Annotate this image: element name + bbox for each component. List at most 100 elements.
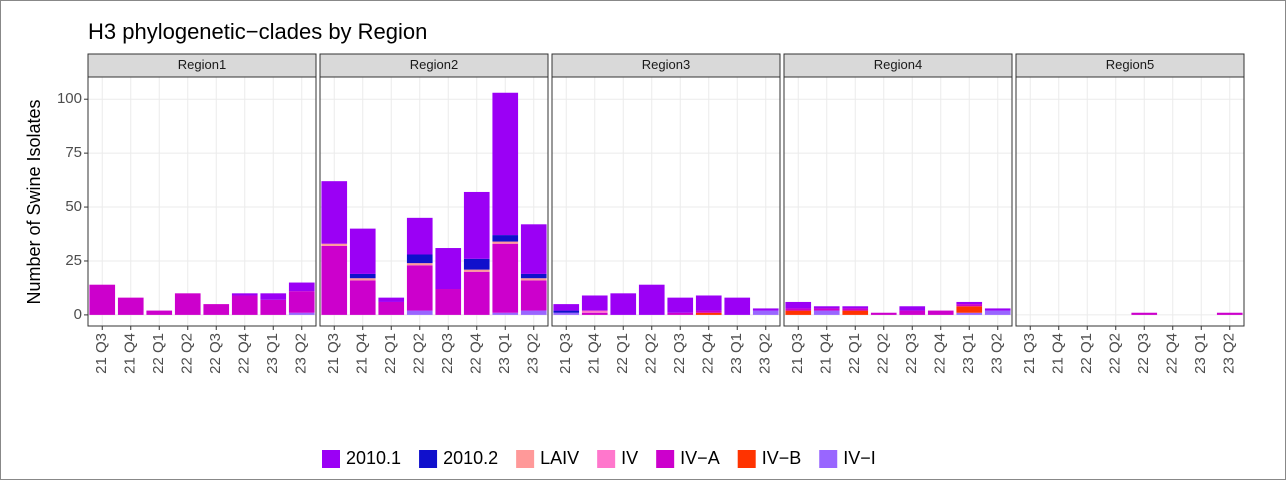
- bar-segment: [553, 304, 580, 311]
- bar-segment: [89, 284, 116, 315]
- bar-segment: [463, 191, 490, 259]
- panel-border: [551, 76, 781, 327]
- strip-label: Region5: [1106, 57, 1154, 72]
- x-tick-label: 22 Q3: [207, 333, 224, 374]
- strip-label: Region2: [410, 57, 458, 72]
- bar-segment: [984, 308, 1011, 311]
- y-axis-label: Number of Swine Isolates: [24, 99, 44, 304]
- bar-segment: [581, 295, 608, 311]
- panel-border: [1015, 76, 1245, 327]
- bar-segment: [695, 295, 722, 311]
- x-tick-label: 22 Q2: [1107, 333, 1124, 374]
- legend-swatch: [737, 450, 756, 468]
- x-tick-label: 21 Q4: [818, 333, 835, 374]
- x-tick-label: 23 Q1: [496, 333, 513, 374]
- x-tick-label: 23 Q2: [989, 333, 1006, 374]
- bar-segment: [231, 295, 258, 315]
- bar-segment: [406, 310, 433, 315]
- x-tick-label: 22 Q3: [903, 333, 920, 374]
- bar-segment: [174, 293, 201, 315]
- x-tick-label: 23 Q1: [264, 333, 281, 374]
- x-tick-label: 22 Q1: [382, 333, 399, 374]
- panel-border: [319, 76, 549, 327]
- bar-segment: [956, 306, 983, 313]
- bar-segment: [203, 304, 230, 315]
- chart-title: H3 phylogenetic−clades by Region: [88, 19, 427, 44]
- bar-segment: [146, 310, 173, 315]
- x-tick-label: 21 Q4: [586, 333, 603, 374]
- bar-segment: [956, 301, 983, 305]
- x-tick-label: 21 Q3: [789, 333, 806, 374]
- bar-segment: [406, 265, 433, 311]
- x-tick-label: 22 Q4: [932, 333, 949, 374]
- bar-segment: [406, 263, 433, 266]
- x-tick-label: 22 Q4: [1164, 333, 1181, 374]
- bar-segment: [842, 306, 869, 309]
- legend-label: 2010.1: [346, 448, 401, 468]
- bar-segment: [956, 312, 983, 315]
- bar-segment: [984, 310, 1011, 315]
- x-tick-label: 22 Q2: [179, 333, 196, 374]
- legend-swatch: [656, 450, 675, 468]
- bar-segment: [406, 217, 433, 255]
- bar-segment: [638, 284, 665, 315]
- legend-label: 2010.2: [443, 448, 498, 468]
- bar-segment: [321, 243, 348, 246]
- bar-segment: [492, 243, 519, 313]
- legend-label: IV: [621, 448, 638, 468]
- bar-segment: [581, 310, 608, 313]
- bar-segment: [378, 301, 405, 315]
- x-tick-label: 21 Q4: [354, 333, 371, 374]
- x-tick-label: 21 Q4: [122, 333, 139, 374]
- bar-segment: [813, 308, 840, 311]
- bar-segment: [435, 248, 462, 290]
- legend-swatch: [322, 450, 340, 468]
- bar-segment: [785, 310, 812, 315]
- bar-segment: [724, 297, 751, 315]
- legend-label: LAIV: [540, 448, 579, 468]
- bar-segment: [752, 308, 779, 311]
- bar-segment: [463, 271, 490, 315]
- x-tick-label: 23 Q1: [960, 333, 977, 374]
- x-tick-label: 22 Q4: [236, 333, 253, 374]
- bar-segment: [695, 312, 722, 315]
- bar-segment: [610, 293, 637, 315]
- bar-segment: [520, 280, 547, 311]
- bar-segment: [667, 297, 694, 313]
- bar-segment: [117, 297, 144, 315]
- bar-segment: [406, 254, 433, 264]
- bar-segment: [435, 289, 462, 315]
- bar-segment: [785, 301, 812, 309]
- bar-segment: [813, 306, 840, 309]
- bar-segment: [492, 312, 519, 315]
- x-tick-label: 22 Q2: [875, 333, 892, 374]
- legend-label: IV−A: [680, 448, 720, 468]
- bar-segment: [581, 312, 608, 315]
- x-tick-label: 22 Q2: [411, 333, 428, 374]
- bar-segment: [842, 310, 869, 315]
- legend-swatch: [516, 450, 535, 468]
- x-tick-label: 23 Q2: [1221, 333, 1238, 374]
- bar-segment: [288, 312, 315, 315]
- bar-segment: [288, 291, 315, 313]
- bar-segment: [520, 224, 547, 274]
- bar-segment: [231, 293, 258, 296]
- x-tick-label: 21 Q3: [325, 333, 342, 374]
- bar-segment: [553, 310, 580, 313]
- bar-segment: [899, 310, 926, 315]
- bar-segment: [260, 299, 287, 315]
- strip-label: Region1: [178, 57, 226, 72]
- x-tick-label: 22 Q1: [150, 333, 167, 374]
- bar-segment: [927, 310, 954, 315]
- x-tick-label: 22 Q4: [468, 333, 485, 374]
- y-tick-label: 0: [74, 306, 82, 323]
- x-tick-label: 23 Q2: [293, 333, 310, 374]
- x-tick-label: 22 Q1: [614, 333, 631, 374]
- bar-segment: [553, 312, 580, 315]
- bar-segment: [785, 308, 812, 311]
- bar-segment: [520, 273, 547, 279]
- bar-segment: [349, 228, 376, 274]
- bar-segment: [956, 304, 983, 307]
